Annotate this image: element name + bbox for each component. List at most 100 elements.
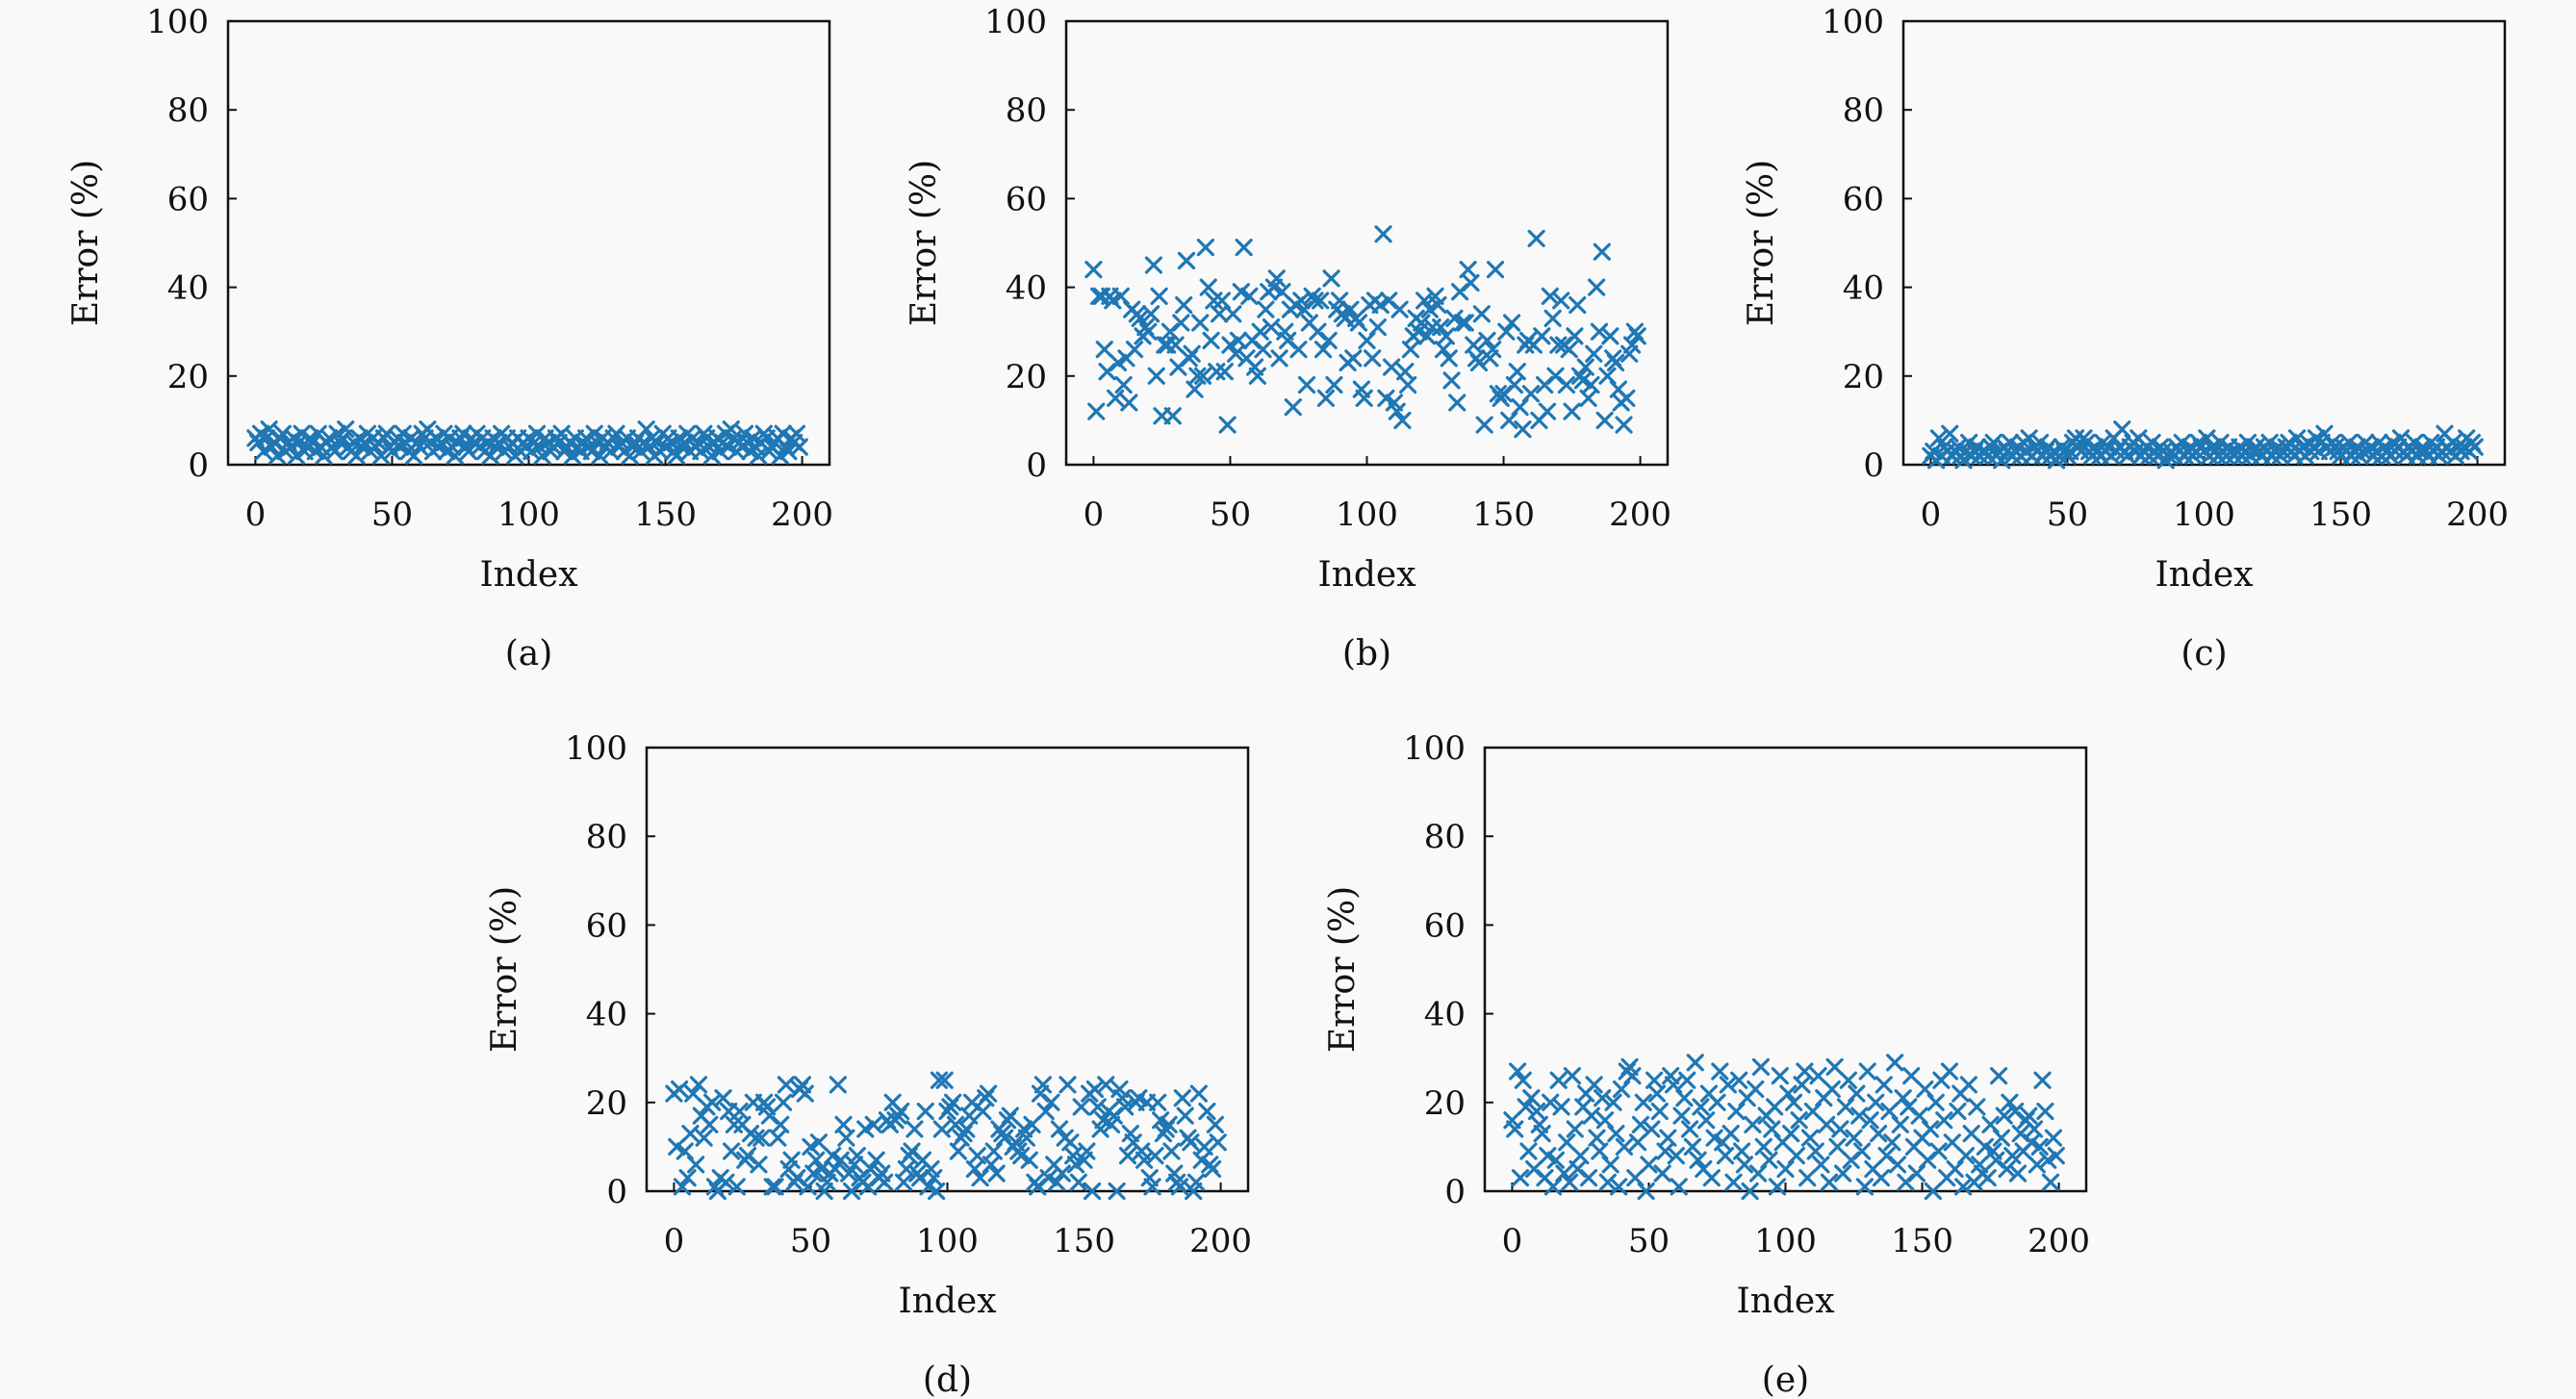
data-point-marker (1959, 1076, 1977, 1094)
data-point-marker (935, 1071, 954, 1089)
data-point-marker (1440, 349, 1458, 368)
scatter-points (1503, 1054, 2065, 1201)
data-point-marker (1546, 1151, 1565, 1169)
data-point-marker (1541, 287, 1559, 305)
data-point-marker (637, 420, 655, 439)
data-point-marker (692, 443, 710, 461)
data-point-marker (1566, 1120, 1584, 1138)
data-point-marker (1858, 1062, 1876, 1081)
data-point-marker (1254, 341, 1272, 359)
data-point-marker (1585, 344, 1603, 363)
y-tick-label: 100 (1403, 729, 1466, 768)
x-tick-label: 0 (1921, 496, 1942, 534)
data-point-marker (1883, 1133, 1901, 1152)
data-point-marker (2198, 429, 2216, 447)
data-point-marker (1834, 1164, 1852, 1183)
data-point-marker (1085, 1080, 1105, 1099)
data-point-marker (1806, 1142, 1824, 1160)
data-point-marker (1017, 1129, 1035, 1147)
data-point-marker (1114, 375, 1133, 394)
x-tick-label: 100 (916, 1222, 979, 1260)
data-point-marker (1130, 1089, 1148, 1107)
data-point-marker (1716, 1147, 1735, 1165)
y-tick-label: 100 (565, 729, 627, 768)
data-point-marker (667, 446, 686, 465)
data-point-marker (1667, 1147, 1685, 1165)
data-point-marker (1591, 1142, 1609, 1160)
data-point-marker (701, 1115, 719, 1133)
data-point-marker (840, 1164, 858, 1183)
data-point-marker (1719, 1076, 1737, 1094)
x-tick-label: 100 (2173, 496, 2235, 534)
data-point-marker (1850, 1106, 1869, 1125)
x-axis-label: Index (479, 555, 577, 595)
data-point-marker (1416, 292, 1434, 310)
data-point-marker (1209, 1133, 1227, 1152)
data-point-marker (1173, 1089, 1191, 1107)
data-point-marker (1836, 1098, 1855, 1116)
subplot-e: 0 20 40 60 80 100 0 50 100 150 200 Index Error (%) (e… (1323, 729, 2090, 1399)
data-point-marker (984, 1142, 1003, 1160)
data-point-marker (1995, 1106, 2013, 1125)
data-point-marker (848, 1147, 866, 1165)
data-point-marker (1058, 1076, 1077, 1094)
data-point-marker (1203, 1159, 1222, 1179)
data-point-marker (1924, 1182, 1943, 1201)
data-point-marker (867, 1151, 885, 1169)
data-point-marker (1109, 353, 1128, 372)
data-point-marker (1722, 1124, 1740, 1143)
data-point-marker (1170, 1178, 1189, 1196)
data-point-marker (1084, 261, 1103, 279)
data-point-marker (1981, 1115, 2000, 1133)
data-point-marker (1675, 1089, 1694, 1107)
data-point-marker (1229, 331, 1248, 350)
data-point-marker (932, 1120, 951, 1138)
data-point-marker (1848, 1084, 1866, 1103)
data-point-marker (1001, 1106, 1019, 1125)
data-point-marker (1475, 416, 1493, 434)
data-point-marker (1702, 1169, 1721, 1187)
y-tick-label: 60 (586, 906, 627, 945)
x-tick-label: 50 (1210, 496, 1251, 534)
data-point-marker (1442, 371, 1461, 390)
data-point-marker (1033, 1076, 1053, 1094)
x-tick-label: 0 (1502, 1222, 1523, 1260)
data-point-marker (1683, 1137, 1702, 1156)
data-point-marker (1078, 1142, 1096, 1160)
data-point-marker (1943, 1133, 1961, 1152)
data-point-marker (1949, 1102, 1967, 1121)
data-point-marker (1612, 1080, 1631, 1099)
data-point-marker (1776, 1159, 1795, 1179)
y-tick-label: 0 (606, 1173, 627, 1211)
data-point-marker (1371, 295, 1390, 315)
data-point-marker (1162, 1142, 1181, 1160)
data-point-marker (799, 1178, 817, 1196)
plot-frame (1064, 19, 1670, 467)
x-tick-label: 100 (497, 496, 560, 534)
data-point-marker (325, 443, 344, 461)
data-point-marker (1377, 389, 1395, 407)
data-point-marker (1486, 261, 1505, 279)
data-point-marker (1929, 1142, 1948, 1160)
x-tick-label: 100 (1754, 1222, 1817, 1260)
data-point-marker (1803, 1102, 1823, 1121)
data-point-marker (687, 1156, 705, 1174)
data-point-marker (673, 1178, 692, 1196)
data-point-marker (1569, 295, 1587, 315)
data-point-marker (2030, 1137, 2049, 1156)
x-tick-label: 0 (1084, 496, 1105, 534)
data-point-marker (782, 1151, 801, 1169)
data-point-marker (1289, 341, 1308, 359)
data-point-marker (1413, 314, 1431, 332)
data-point-marker (1388, 402, 1406, 420)
data-point-marker (1590, 322, 1609, 341)
data-point-marker (1935, 1111, 1953, 1130)
data-point-marker (1812, 1156, 1830, 1174)
data-point-marker (1514, 420, 1532, 439)
data-point-marker (1916, 1080, 1934, 1099)
data-point-marker (1175, 295, 1193, 315)
data-point-marker (1478, 331, 1496, 350)
data-point-marker (1508, 1062, 1527, 1081)
data-point-marker (1610, 1178, 1628, 1196)
y-tick-label: 100 (984, 3, 1047, 41)
